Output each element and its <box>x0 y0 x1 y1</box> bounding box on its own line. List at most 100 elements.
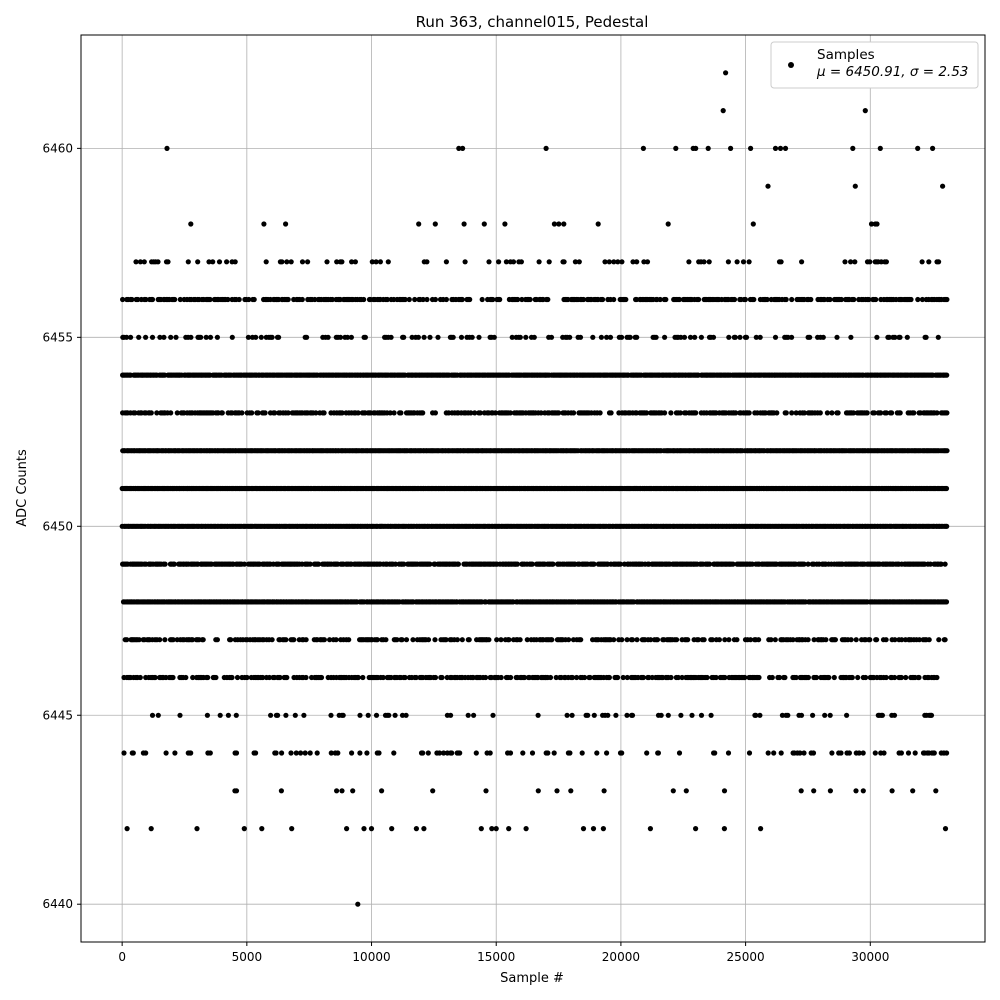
data-point <box>549 637 555 643</box>
data-point <box>866 296 872 303</box>
data-point <box>757 334 763 340</box>
data-point <box>934 674 940 681</box>
data-point <box>944 372 950 378</box>
data-point <box>149 712 156 718</box>
data-point <box>590 334 596 340</box>
data-point <box>746 410 752 416</box>
data-point <box>681 334 688 340</box>
data-point <box>384 296 390 303</box>
data-point <box>835 410 841 416</box>
data-point <box>517 334 523 340</box>
data-point <box>357 712 363 718</box>
data-point <box>450 334 456 340</box>
data-point <box>219 410 225 416</box>
data-point <box>737 334 743 340</box>
data-point <box>303 637 309 643</box>
data-point <box>225 296 231 303</box>
data-point <box>772 637 778 643</box>
data-point <box>225 712 231 718</box>
data-point <box>468 410 474 416</box>
data-point <box>911 410 917 416</box>
data-point <box>908 296 914 303</box>
data-point <box>607 334 614 340</box>
data-point <box>798 712 805 718</box>
data-point <box>943 599 950 605</box>
data-point <box>663 296 669 303</box>
data-point <box>757 712 763 718</box>
data-point <box>249 410 255 416</box>
data-point <box>591 712 597 718</box>
data-point <box>149 296 156 303</box>
data-point <box>944 448 950 454</box>
data-point <box>507 410 513 416</box>
data-point <box>874 637 880 643</box>
data-point <box>889 410 895 416</box>
data-point <box>838 296 845 303</box>
data-point <box>469 334 475 340</box>
data-point <box>871 410 877 416</box>
data-point <box>547 674 554 681</box>
data-point <box>805 637 811 643</box>
data-point <box>600 296 606 303</box>
data-point <box>897 334 903 340</box>
data-point <box>157 334 163 340</box>
data-point <box>634 637 640 643</box>
data-point <box>789 334 795 340</box>
data-point <box>942 637 948 643</box>
data-point <box>580 296 587 303</box>
data-point <box>942 561 948 567</box>
data-point <box>373 712 380 718</box>
data-point <box>432 296 438 303</box>
data-point <box>432 410 438 416</box>
data-point <box>387 410 393 416</box>
data-point <box>432 637 438 643</box>
data-point <box>173 334 179 340</box>
data-point <box>303 674 309 681</box>
data-point <box>897 410 903 416</box>
data-point <box>743 334 750 340</box>
data-point <box>903 674 909 681</box>
data-point <box>321 637 327 643</box>
data-point <box>867 637 873 643</box>
data-point <box>523 334 529 340</box>
data-point <box>214 637 220 643</box>
data-point <box>365 712 371 718</box>
data-point <box>406 296 412 303</box>
data-point <box>360 674 366 681</box>
data-point <box>415 334 421 340</box>
data-point <box>883 674 889 681</box>
data-point <box>545 296 551 303</box>
data-point <box>477 410 483 416</box>
data-point <box>733 410 739 416</box>
data-point <box>689 712 695 718</box>
data-point <box>143 296 149 303</box>
data-point <box>829 410 835 416</box>
data-point <box>123 334 130 340</box>
data-point <box>566 637 572 643</box>
data-point <box>657 296 663 303</box>
data-point <box>619 637 625 643</box>
data-point <box>409 334 415 340</box>
data-point <box>154 410 160 416</box>
data-point <box>864 410 870 416</box>
data-point <box>183 674 189 681</box>
data-point <box>236 296 242 303</box>
data-point <box>162 561 168 567</box>
data-point <box>578 637 584 643</box>
data-point <box>851 296 857 303</box>
data-point <box>774 410 780 416</box>
data-point <box>585 712 591 718</box>
data-point <box>161 334 167 340</box>
data-point <box>943 485 950 492</box>
data-point <box>915 296 921 303</box>
data-point <box>253 334 259 340</box>
data-point <box>198 334 204 340</box>
data-point <box>328 712 334 718</box>
data-point <box>255 410 261 416</box>
data-point <box>826 674 832 681</box>
data-point <box>662 334 668 340</box>
data-points <box>119 70 950 907</box>
data-point <box>466 637 472 643</box>
